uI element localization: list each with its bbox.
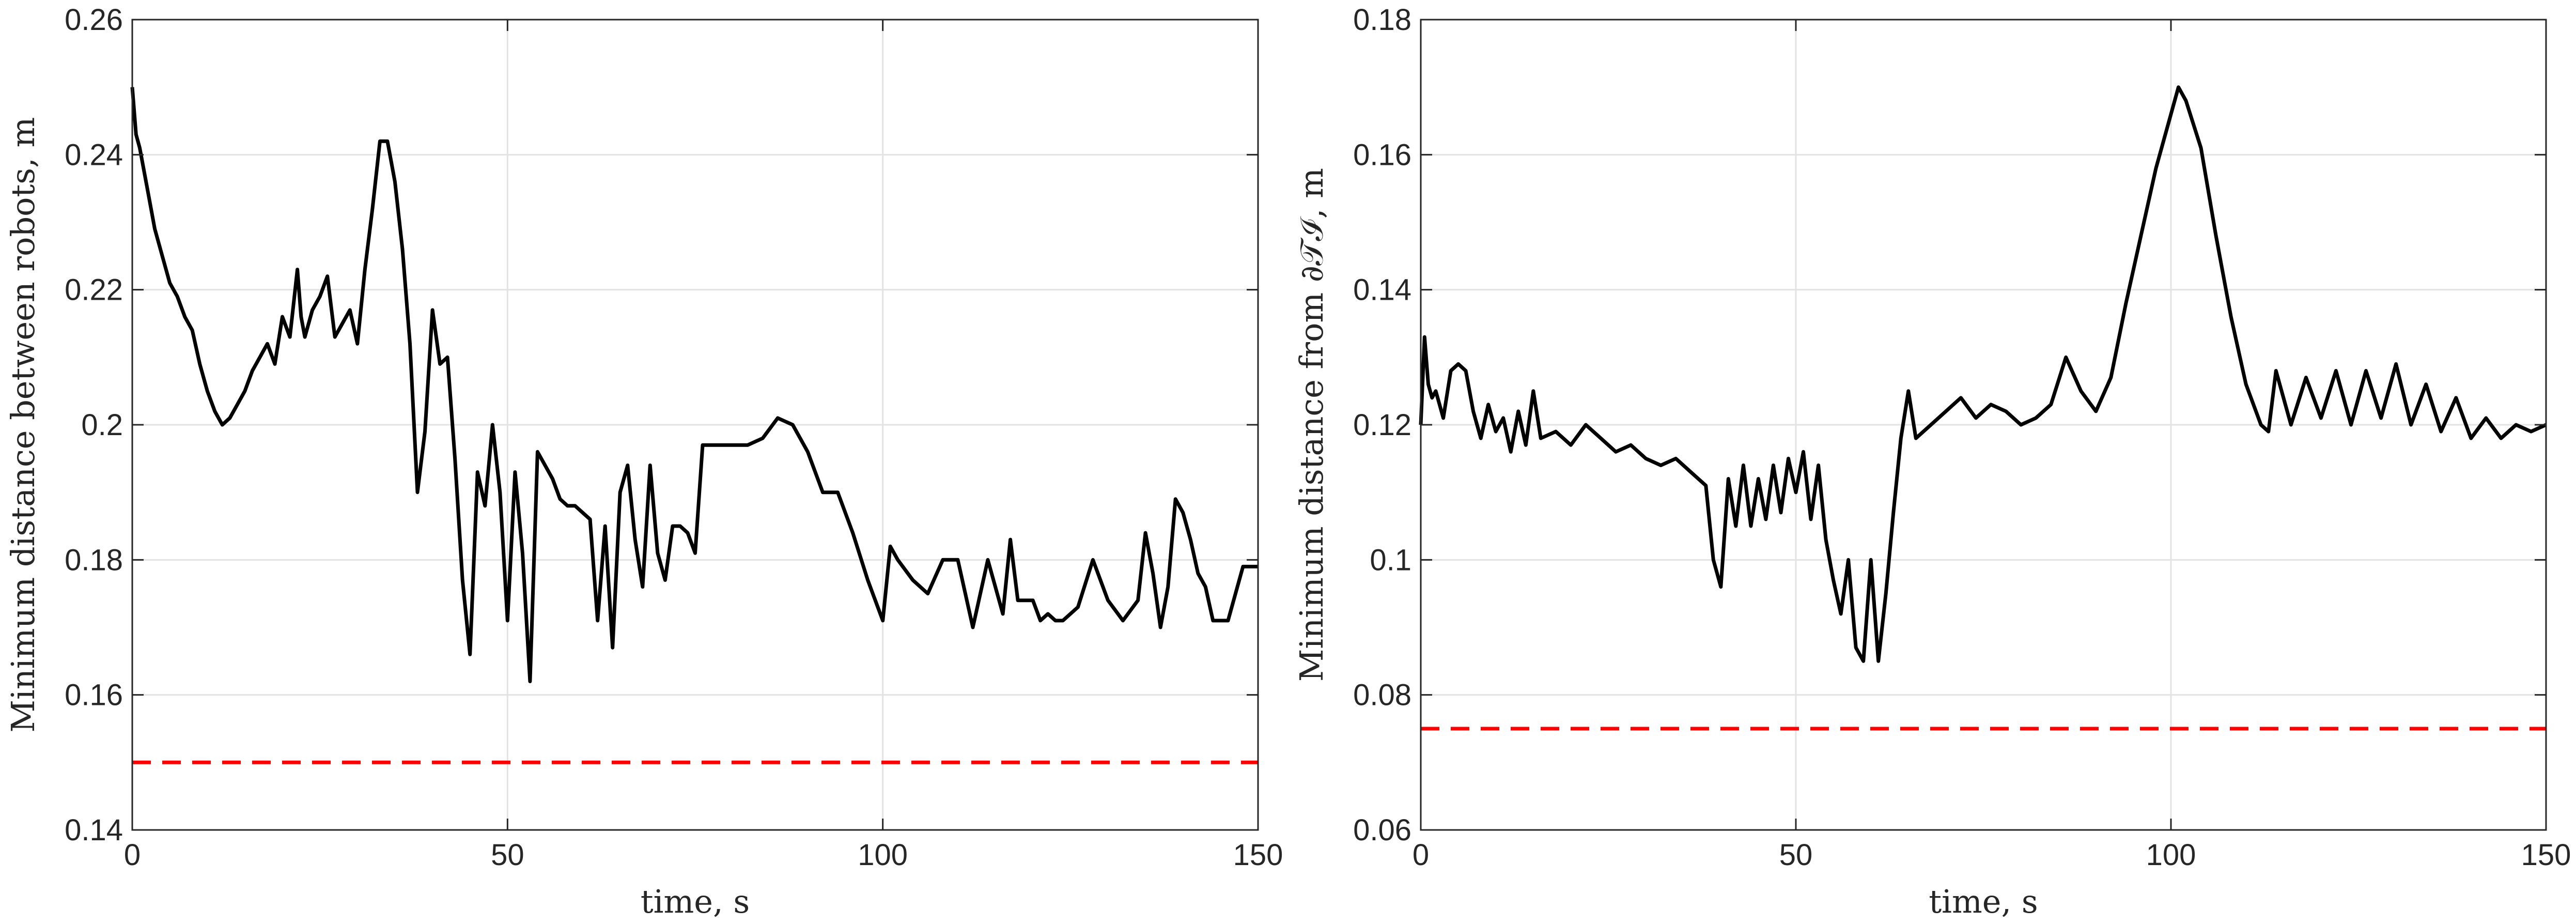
left-chart-y-tick-label: 0.22 [65,273,123,307]
right-chart-x-axis-label: time, s [1929,883,2038,920]
left-chart-series [130,87,1258,764]
right-chart-y-tick-label: 0.18 [1353,3,1411,37]
left-chart-y-axis-label: Minimum distance between robots, m [4,117,42,733]
right-chart-y-tick-label: 0.16 [1353,138,1411,172]
right-chart-y-tick-label: 0.14 [1353,273,1411,307]
left-chart-x-tick-label: 50 [491,838,524,872]
right-chart-x-tick-label: 50 [1779,838,1813,872]
left-chart-y-tick-label: 0.16 [65,679,123,712]
left-chart-y-tick-label: 0.2 [81,408,123,442]
right-chart: 0 50 100 150 0.06 0.08 0.1 0.12 0.14 0.16 0.18 tim… [1293,3,2571,920]
right-chart-y-tick-label: 0.06 [1353,813,1411,847]
right-chart-x-tick-label: 150 [2521,838,2571,872]
right-chart-y-tick-label: 0.1 [1370,543,1411,577]
left-chart: 0 50 100 150 0.14 0.16 0.18 0.2 0.22 0.24 0.26 tim… [4,3,1283,920]
left-chart-x-tick-label: 0 [124,838,141,872]
left-chart-x-axis-label: time, s [641,883,750,920]
right-chart-y-tick-label: 0.12 [1353,408,1411,442]
left-chart-distance-line [130,87,1258,683]
left-chart-y-tick-label: 0.24 [65,138,123,172]
left-chart-x-tick-label: 150 [1233,838,1283,872]
right-chart-series [1419,85,2547,731]
left-chart-y-tick-label: 0.18 [65,543,123,577]
left-chart-y-tick-label: 0.14 [65,813,123,847]
left-chart-ticks: 0 50 100 150 0.14 0.16 0.18 0.2 0.22 0.24 0.26 [65,3,1283,872]
right-chart-ticks: 0 50 100 150 0.06 0.08 0.1 0.12 0.14 0.16 0.18 [1353,3,2571,872]
left-chart-y-tick-label: 0.26 [65,3,123,37]
left-chart-x-tick-label: 100 [858,838,908,872]
left-chart-grid [132,20,1258,830]
right-chart-y-tick-label: 0.08 [1353,679,1411,712]
right-chart-x-tick-label: 0 [1413,838,1429,872]
right-chart-x-tick-label: 100 [2146,838,2196,872]
right-chart-distance-line [1419,85,2547,663]
right-chart-grid [1421,20,2546,830]
right-chart-y-axis-label: Minimum distance from ∂𝒯ℐ, m [1293,168,1330,682]
